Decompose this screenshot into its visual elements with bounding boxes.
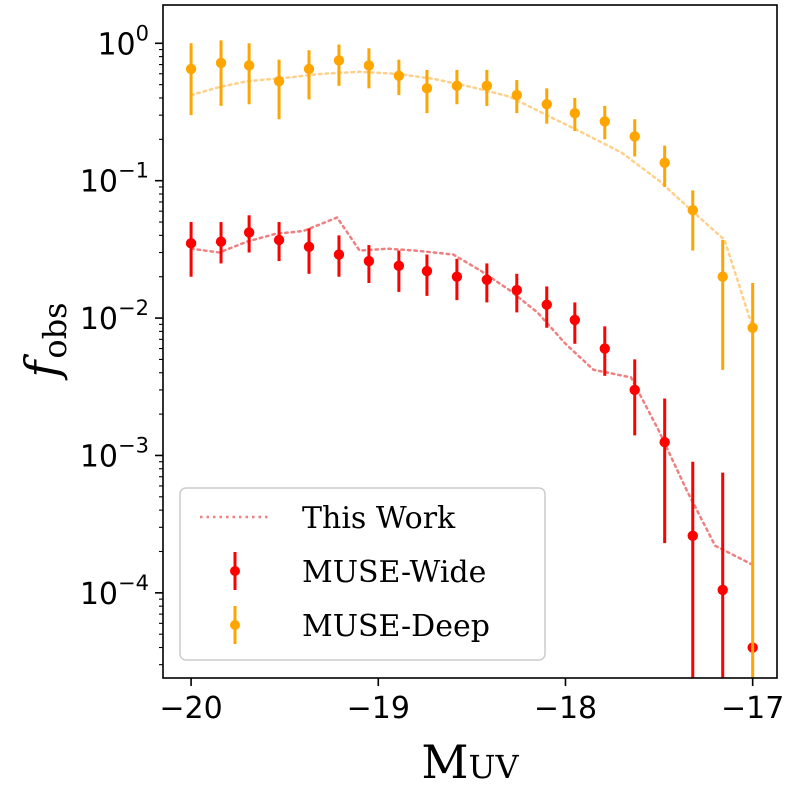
data-point xyxy=(659,157,670,168)
data-point xyxy=(273,75,285,87)
data-point xyxy=(511,284,522,296)
data-point xyxy=(717,271,728,282)
data-point xyxy=(215,236,227,247)
y-tick-label: 10−1 xyxy=(80,159,149,200)
data-point xyxy=(541,99,552,110)
data-point xyxy=(215,57,227,69)
data-point xyxy=(333,55,345,66)
legend-label-muse-wide: MUSE-Wide xyxy=(302,555,486,590)
data-point xyxy=(541,299,552,310)
data-point xyxy=(185,238,197,249)
data-point xyxy=(481,80,493,92)
data-point xyxy=(243,60,255,71)
axis-ticks: −20 −19 −18 −17 100 10−1 10−2 10−3 10−4 xyxy=(80,21,784,726)
axes-frame xyxy=(162,4,778,679)
data-point xyxy=(629,384,640,396)
data-point xyxy=(687,204,698,216)
x-tick-label: −19 xyxy=(347,691,410,726)
y-tick-label: 10−3 xyxy=(80,433,149,474)
x-axis-label: MUV xyxy=(421,735,519,789)
legend-label-this-work: This Work xyxy=(302,501,456,536)
x-tick-label: −17 xyxy=(721,691,784,726)
legend-muse-wide-marker xyxy=(230,566,240,576)
data-point xyxy=(659,436,670,448)
data-point xyxy=(599,343,610,354)
legend-label-muse-deep: MUSE-Deep xyxy=(302,609,490,644)
series-line-this-work-deep xyxy=(189,70,754,330)
data-point xyxy=(333,249,345,260)
data-point xyxy=(451,271,463,282)
data-point xyxy=(481,274,493,285)
data-point xyxy=(421,265,433,277)
data-point xyxy=(511,89,522,101)
x-tick-label: −20 xyxy=(159,691,222,726)
y-tick-label: 10−4 xyxy=(80,571,149,612)
series-muse-wide xyxy=(185,215,758,678)
data-point xyxy=(451,80,463,92)
data-point xyxy=(569,314,581,326)
legend-box xyxy=(179,487,546,661)
data-point xyxy=(303,63,315,75)
data-point xyxy=(747,322,758,333)
plot-data xyxy=(185,40,758,678)
data-point xyxy=(363,255,375,267)
data-point xyxy=(629,131,640,142)
data-point xyxy=(243,227,255,238)
data-point xyxy=(599,116,610,127)
y-axis-label: fobs xyxy=(15,302,74,380)
legend: This Work MUSE-Wide MUSE-Deep xyxy=(179,487,546,661)
y-tick-label: 10−2 xyxy=(80,296,149,337)
y-tick-label: 100 xyxy=(97,21,149,62)
x-tick-label: −18 xyxy=(534,691,597,726)
data-point xyxy=(393,260,405,272)
data-point xyxy=(717,584,728,596)
data-point xyxy=(687,530,698,542)
data-point xyxy=(393,70,405,81)
series-muse-deep xyxy=(185,40,758,678)
data-point xyxy=(421,83,433,94)
data-point xyxy=(303,241,315,253)
data-point xyxy=(273,234,285,246)
legend-muse-deep-marker xyxy=(230,620,240,630)
data-point xyxy=(569,107,581,119)
data-point xyxy=(185,63,197,75)
data-point xyxy=(363,60,375,71)
